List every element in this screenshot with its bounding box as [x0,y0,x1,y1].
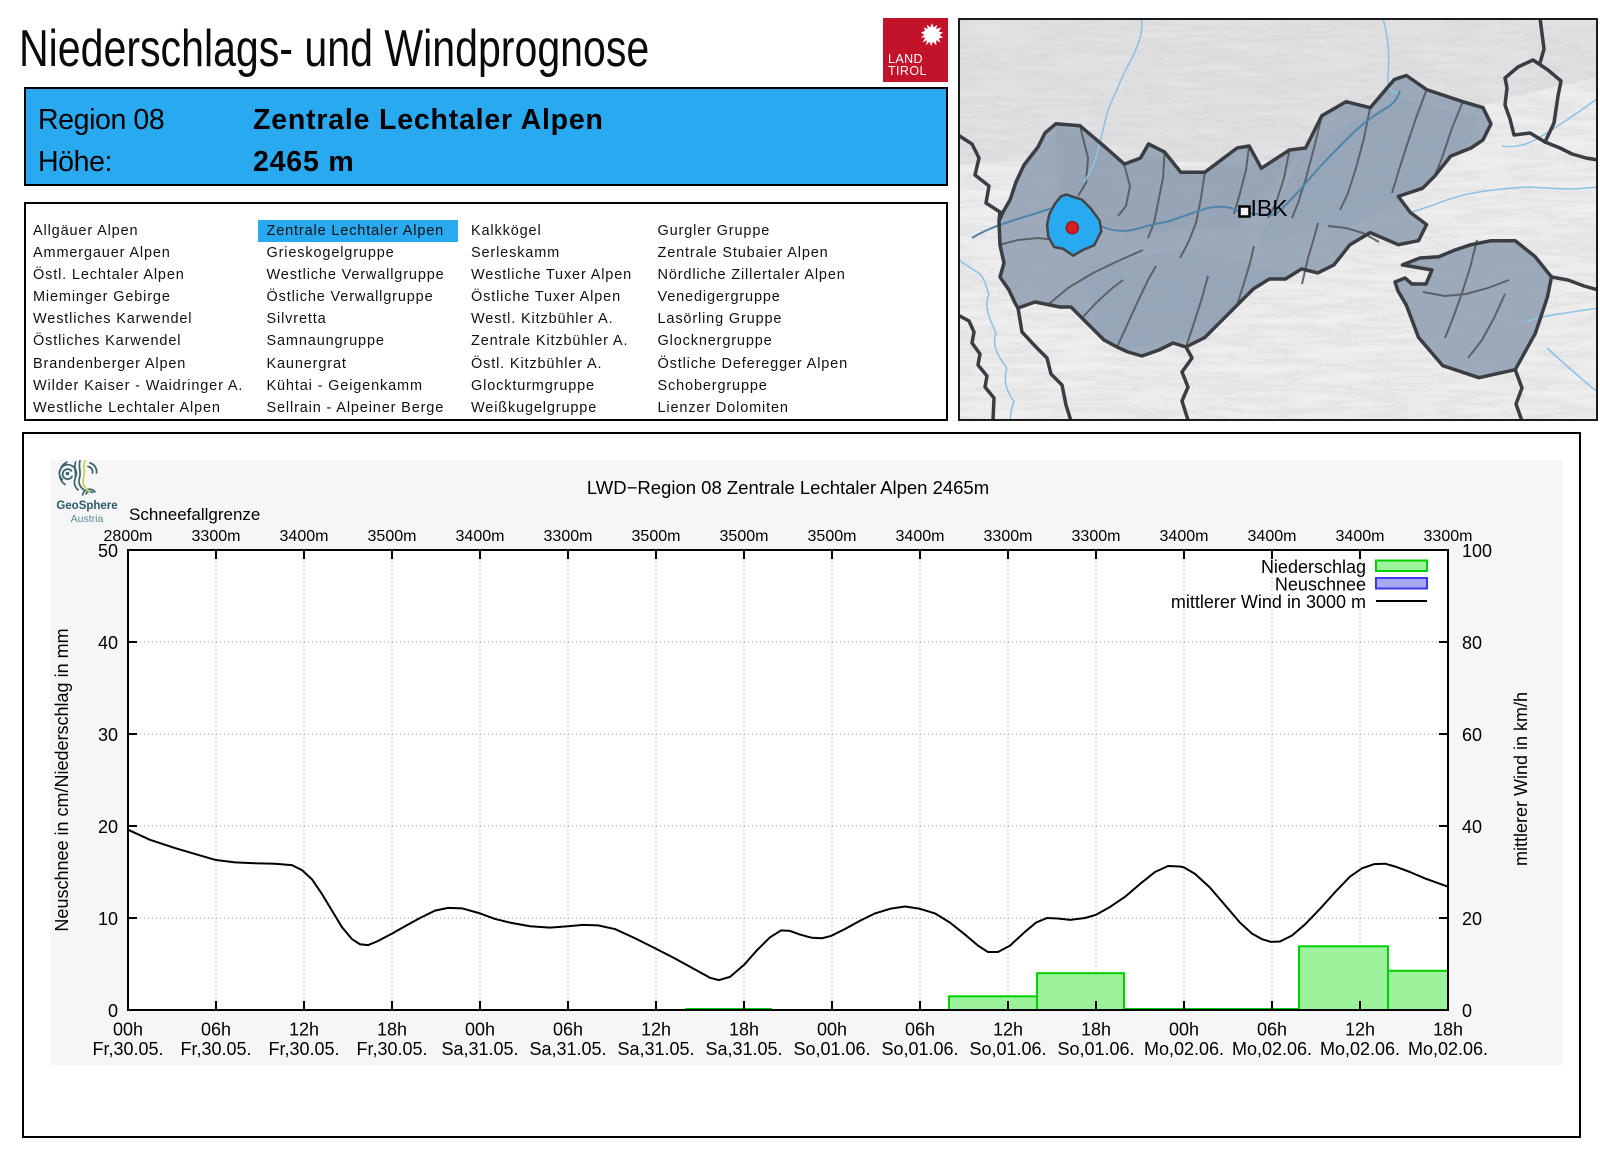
svg-text:3500m: 3500m [368,528,417,545]
svg-text:3400m: 3400m [1336,528,1385,545]
svg-text:Neuschnee in cm/Niederschlag i: Neuschnee in cm/Niederschlag in mm [52,628,72,931]
svg-text:40: 40 [98,633,118,653]
svg-text:Sa,31.05.: Sa,31.05. [441,1039,518,1059]
svg-text:3500m: 3500m [808,528,857,545]
svg-text:3400m: 3400m [280,528,329,545]
svg-text:0: 0 [1462,1001,1472,1021]
svg-text:3300m: 3300m [1424,528,1473,545]
svg-text:20: 20 [98,817,118,837]
svg-text:30: 30 [98,725,118,745]
svg-text:GeoSphere: GeoSphere [56,500,117,512]
svg-text:00h: 00h [817,1020,847,1040]
svg-text:Fr,30.05.: Fr,30.05. [180,1039,251,1059]
svg-text:2800m: 2800m [104,528,153,545]
svg-text:12h: 12h [1345,1020,1375,1040]
svg-text:18h: 18h [377,1020,407,1040]
svg-text:Fr,30.05.: Fr,30.05. [268,1039,339,1059]
svg-text:80: 80 [1462,633,1482,653]
svg-text:40: 40 [1462,817,1482,837]
svg-text:mittlerer Wind in 3000 m: mittlerer Wind in 3000 m [1171,592,1366,612]
svg-text:3500m: 3500m [720,528,769,545]
svg-text:18h: 18h [729,1020,759,1040]
svg-text:3400m: 3400m [1248,528,1297,545]
svg-text:18h: 18h [1433,1020,1463,1040]
svg-text:10: 10 [98,909,118,929]
svg-text:00h: 00h [465,1020,495,1040]
svg-text:100: 100 [1462,541,1492,561]
svg-text:06h: 06h [553,1020,583,1040]
svg-text:3300m: 3300m [1072,528,1121,545]
svg-text:Sa,31.05.: Sa,31.05. [529,1039,606,1059]
svg-text:20: 20 [1462,909,1482,929]
svg-text:Sa,31.05.: Sa,31.05. [705,1039,782,1059]
svg-text:Schneefallgrenze: Schneefallgrenze [129,505,260,524]
svg-text:Mo,02.06.: Mo,02.06. [1408,1039,1488,1059]
svg-text:Mo,02.06.: Mo,02.06. [1320,1039,1400,1059]
svg-text:18h: 18h [1081,1020,1111,1040]
svg-text:Mo,02.06.: Mo,02.06. [1232,1039,1312,1059]
svg-text:12h: 12h [289,1020,319,1040]
svg-text:So,01.06.: So,01.06. [969,1039,1046,1059]
svg-text:3300m: 3300m [192,528,241,545]
svg-text:06h: 06h [905,1020,935,1040]
svg-text:00h: 00h [113,1020,143,1040]
svg-text:0: 0 [108,1001,118,1021]
svg-text:3400m: 3400m [896,528,945,545]
svg-text:So,01.06.: So,01.06. [793,1039,870,1059]
svg-text:So,01.06.: So,01.06. [1057,1039,1134,1059]
svg-text:3300m: 3300m [544,528,593,545]
svg-text:50: 50 [98,541,118,561]
svg-text:Mo,02.06.: Mo,02.06. [1144,1039,1224,1059]
svg-text:Sa,31.05.: Sa,31.05. [617,1039,694,1059]
svg-text:IBK: IBK [1251,195,1289,221]
svg-text:So,01.06.: So,01.06. [881,1039,958,1059]
svg-text:Austria: Austria [71,513,104,525]
svg-text:Fr,30.05.: Fr,30.05. [356,1039,427,1059]
svg-text:Niederschlag: Niederschlag [1261,557,1366,577]
svg-text:06h: 06h [201,1020,231,1040]
svg-text:06h: 06h [1257,1020,1287,1040]
svg-text:12h: 12h [641,1020,671,1040]
svg-text:3500m: 3500m [632,528,681,545]
svg-text:Neuschnee: Neuschnee [1275,575,1366,595]
svg-text:Fr,30.05.: Fr,30.05. [92,1039,163,1059]
svg-text:3400m: 3400m [1160,528,1209,545]
svg-text:00h: 00h [1169,1020,1199,1040]
svg-text:LWD−Region 08 Zentrale Lechtal: LWD−Region 08 Zentrale Lechtaler Alpen 2… [587,477,989,498]
svg-text:3300m: 3300m [984,528,1033,545]
svg-text:60: 60 [1462,725,1482,745]
svg-text:3400m: 3400m [456,528,505,545]
svg-text:mittlerer Wind in km/h: mittlerer Wind in km/h [1511,692,1531,866]
svg-text:12h: 12h [993,1020,1023,1040]
